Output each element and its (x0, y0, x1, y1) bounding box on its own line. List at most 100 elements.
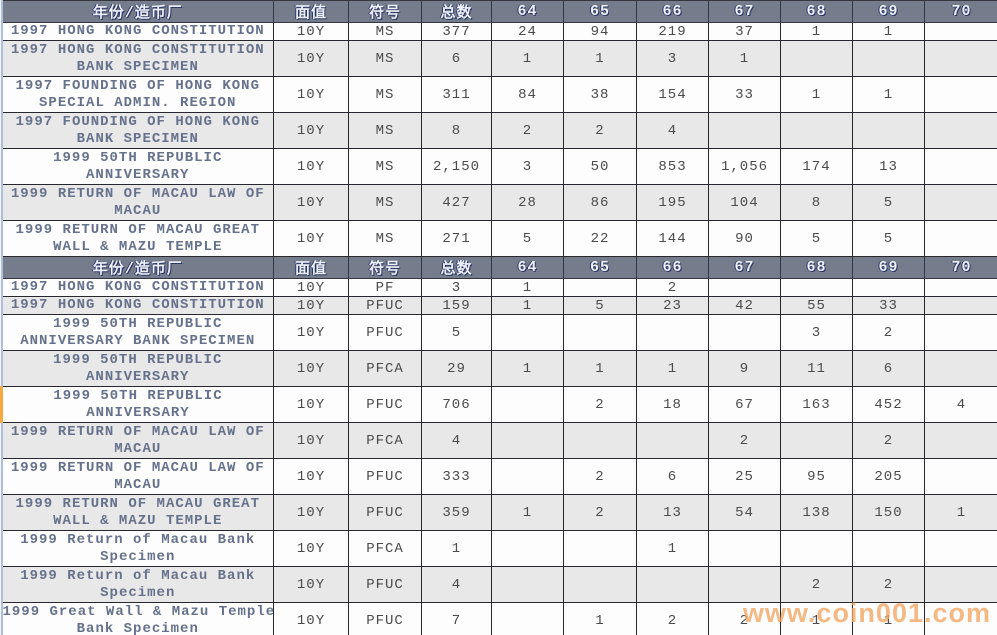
column-header-grade-69: 69 (852, 256, 925, 279)
grade-70-cell (924, 314, 997, 351)
face-value-cell: 10Y (273, 566, 349, 603)
total-cell: 7 (421, 602, 492, 635)
grade-65-cell (563, 278, 637, 297)
grade-65-cell: 2 (563, 386, 637, 423)
grade-65-cell (563, 530, 637, 567)
symbol-cell: MS (348, 148, 422, 185)
coin-name-cell: 1999 50TH REPUBLIC ANNIVERSARY (1, 350, 274, 387)
table-row: 1999 Return of Macau Bank Specimen 10Y PFUC… (1, 566, 997, 603)
total-cell: 8 (421, 112, 492, 149)
grade-69-cell: 33 (852, 296, 925, 315)
total-cell: 2,150 (421, 148, 492, 185)
coin-name-cell: 1999 RETURN OF MACAU GREAT WALL & MAZU TE… (1, 494, 274, 531)
grade-69-cell: 205 (852, 458, 925, 495)
coin-name-cell: 1997 HONG KONG CONSTITUTION BANK SPECIMEN (1, 40, 274, 77)
table-row: 1999 50TH REPUBLIC ANNIVERSARY 10Y PFCA 29 1 1… (1, 350, 997, 387)
table-row: 1999 RETURN OF MACAU LAW OF MACAU 10Y PFCA 4… (1, 422, 997, 459)
grade-65-cell: 86 (563, 184, 637, 221)
coin-name-line: 1997 HONG KONG CONSTITUTION (10, 41, 265, 58)
grade-68-cell: 1 (780, 76, 853, 113)
total-cell: 359 (421, 494, 492, 531)
grade-67-cell: 37 (708, 22, 781, 41)
coin-name-cell: 1999 RETURN OF MACAU LAW OF MACAU (1, 184, 274, 221)
face-value-cell: 10Y (273, 422, 349, 459)
grade-66-cell: 13 (636, 494, 709, 531)
face-value-cell: 10Y (273, 278, 349, 297)
grade-68-cell (780, 422, 853, 459)
grade-67-cell (708, 314, 781, 351)
coin-name-line: WALL & MAZU TEMPLE (53, 238, 223, 255)
grade-64-cell (491, 566, 564, 603)
coin-name-line: ANNIVERSARY (86, 166, 190, 183)
coin-name-line: 1997 HONG KONG CONSTITUTION (10, 297, 265, 314)
grade-68-cell: 163 (780, 386, 853, 423)
total-cell: 706 (421, 386, 492, 423)
total-cell: 271 (421, 220, 492, 257)
grade-69-cell (852, 112, 925, 149)
grade-69-cell: 2 (852, 314, 925, 351)
grade-64-cell (491, 530, 564, 567)
grade-70-cell: 4 (924, 386, 997, 423)
grade-64-cell: 5 (491, 220, 564, 257)
total-cell: 29 (421, 350, 492, 387)
total-cell: 427 (421, 184, 492, 221)
grade-64-cell: 1 (491, 296, 564, 315)
coin-name-line: 1999 Great Wall & Mazu Temple (2, 603, 274, 620)
column-header-grade-67: 67 (708, 0, 781, 23)
table-row: 1999 RETURN OF MACAU LAW OF MACAU 10Y PFUC 3… (1, 458, 997, 495)
symbol-cell: PFUC (348, 296, 422, 315)
face-value-cell: 10Y (273, 76, 349, 113)
coin-name-line: ANNIVERSARY (86, 368, 190, 385)
column-header-symbol: 符号 (348, 0, 422, 23)
grade-69-cell (852, 530, 925, 567)
symbol-cell: MS (348, 40, 422, 77)
grade-69-cell: 5 (852, 220, 925, 257)
grade-64-cell (491, 386, 564, 423)
grade-70-cell (924, 22, 997, 41)
grade-64-cell: 1 (491, 494, 564, 531)
grade-65-cell: 22 (563, 220, 637, 257)
grade-69-cell: 5 (852, 184, 925, 221)
grade-68-cell: 95 (780, 458, 853, 495)
symbol-cell: PFCA (348, 422, 422, 459)
header-row: 年份/造币厂 面值 符号 总数 64 65 66 67 68 69 70 (1, 256, 997, 279)
coin-name-line: SPECIAL ADMIN. REGION (39, 94, 237, 111)
grade-67-cell (708, 278, 781, 297)
grade-67-cell (708, 530, 781, 567)
grade-70-cell: 1 (924, 494, 997, 531)
coin-name-cell: 1999 RETURN OF MACAU LAW OF MACAU (1, 422, 274, 459)
symbol-cell: MS (348, 76, 422, 113)
column-header-grade-68: 68 (780, 0, 853, 23)
symbol-cell: PFUC (348, 602, 422, 635)
grade-64-cell: 24 (491, 22, 564, 41)
grade-66-cell: 3 (636, 40, 709, 77)
header-row: 年份/造币厂 面值 符号 总数 64 65 66 67 68 69 70 (1, 0, 997, 23)
symbol-cell: PFUC (348, 494, 422, 531)
grade-70-cell (924, 112, 997, 149)
coin-name-line: Bank Specimen (76, 620, 199, 635)
table-row: 1997 HONG KONG CONSTITUTION BANK SPECIMEN… (1, 40, 997, 77)
coin-name-line: 1999 50TH REPUBLIC (53, 387, 223, 404)
face-value-cell: 10Y (273, 314, 349, 351)
coin-name-cell: 1999 Return of Macau Bank Specimen (1, 566, 274, 603)
total-cell: 333 (421, 458, 492, 495)
table-row: 1999 RETURN OF MACAU GREAT WALL & MAZU TE… (1, 220, 997, 257)
grade-66-cell: 1 (636, 530, 709, 567)
table-row: 1999 RETURN OF MACAU LAW OF MACAU 10Y MS 427… (1, 184, 997, 221)
grade-69-cell: 2 (852, 422, 925, 459)
column-header-grade-68: 68 (780, 256, 853, 279)
coin-name-line: 1999 RETURN OF MACAU LAW OF (10, 423, 265, 440)
grade-70-cell (924, 296, 997, 315)
grade-67-cell: 54 (708, 494, 781, 531)
symbol-cell: PFUC (348, 314, 422, 351)
grade-65-cell: 94 (563, 22, 637, 41)
grade-70-cell (924, 530, 997, 567)
column-header-grade-67: 67 (708, 256, 781, 279)
grade-64-cell (491, 422, 564, 459)
coin-name-line: 1999 50TH REPUBLIC (53, 315, 223, 332)
grade-70-cell (924, 148, 997, 185)
grade-64-cell (491, 314, 564, 351)
grade-68-cell: 2 (780, 566, 853, 603)
grade-66-cell: 2 (636, 602, 709, 635)
